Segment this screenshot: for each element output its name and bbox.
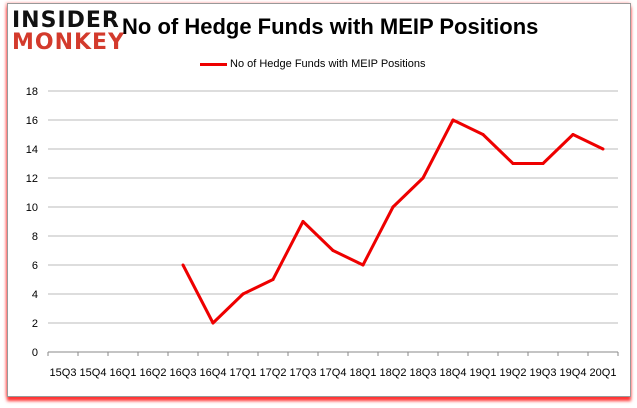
- data-point: [571, 133, 575, 136]
- x-tick-label: 16Q3: [170, 367, 197, 379]
- x-tick-label: 18Q4: [440, 367, 467, 379]
- x-tick-label: 19Q3: [530, 367, 557, 379]
- y-tick-label: 0: [32, 347, 38, 359]
- x-tick-label: 17Q3: [290, 367, 317, 379]
- data-point: [481, 133, 485, 136]
- data-point: [241, 292, 245, 296]
- y-tick-label: 2: [32, 318, 38, 330]
- x-tick-label: 16Q2: [140, 367, 167, 379]
- data-point: [301, 220, 305, 223]
- legend-label: No of Hedge Funds with MEIP Positions: [230, 58, 426, 70]
- y-tick-label: 10: [26, 202, 38, 214]
- y-tick-label: 4: [32, 289, 38, 301]
- chart-frame: [7, 3, 631, 397]
- data-point: [331, 249, 335, 252]
- data-point: [361, 263, 365, 267]
- x-tick-label: 15Q3: [50, 367, 77, 379]
- x-tick-label: 16Q1: [110, 367, 137, 379]
- legend: No of Hedge Funds with MEIP Positions: [200, 58, 425, 70]
- x-tick-label: 19Q2: [500, 367, 527, 379]
- series-line: [181, 118, 604, 325]
- y-tick-label: 8: [32, 231, 38, 243]
- data-point: [211, 321, 215, 325]
- data-point: [601, 147, 605, 151]
- x-tick-label: 17Q4: [320, 367, 347, 379]
- y-tick-label: 14: [26, 144, 38, 156]
- insider-monkey-logo: INSIDER MONKEY: [12, 8, 126, 55]
- x-tick-label: 19Q4: [560, 367, 587, 379]
- x-tick-label: 19Q1: [470, 367, 497, 379]
- y-tick-label: 18: [26, 86, 38, 98]
- legend-swatch: [200, 62, 227, 66]
- x-tick-label: 20Q1: [590, 367, 617, 379]
- y-tick-label: 16: [26, 115, 38, 127]
- data-point: [421, 176, 425, 180]
- y-tick-label: 12: [26, 173, 38, 185]
- x-tick-label: 18Q1: [350, 367, 377, 379]
- data-point: [181, 263, 185, 267]
- data-point: [541, 162, 545, 165]
- x-tick-label: 16Q4: [200, 367, 227, 379]
- data-point: [451, 118, 455, 122]
- x-tick-label: 17Q2: [260, 367, 287, 379]
- x-tick-label: 18Q3: [410, 367, 437, 379]
- x-tick-label: 18Q2: [380, 367, 407, 379]
- data-point: [391, 205, 395, 209]
- data-point: [511, 162, 515, 165]
- chart-title: No of Hedge Funds with MEIP Positions: [122, 14, 539, 39]
- x-tick-label: 15Q4: [80, 367, 107, 379]
- data-point: [271, 278, 275, 281]
- x-tick-label: 17Q1: [230, 367, 257, 379]
- y-tick-label: 6: [32, 260, 38, 272]
